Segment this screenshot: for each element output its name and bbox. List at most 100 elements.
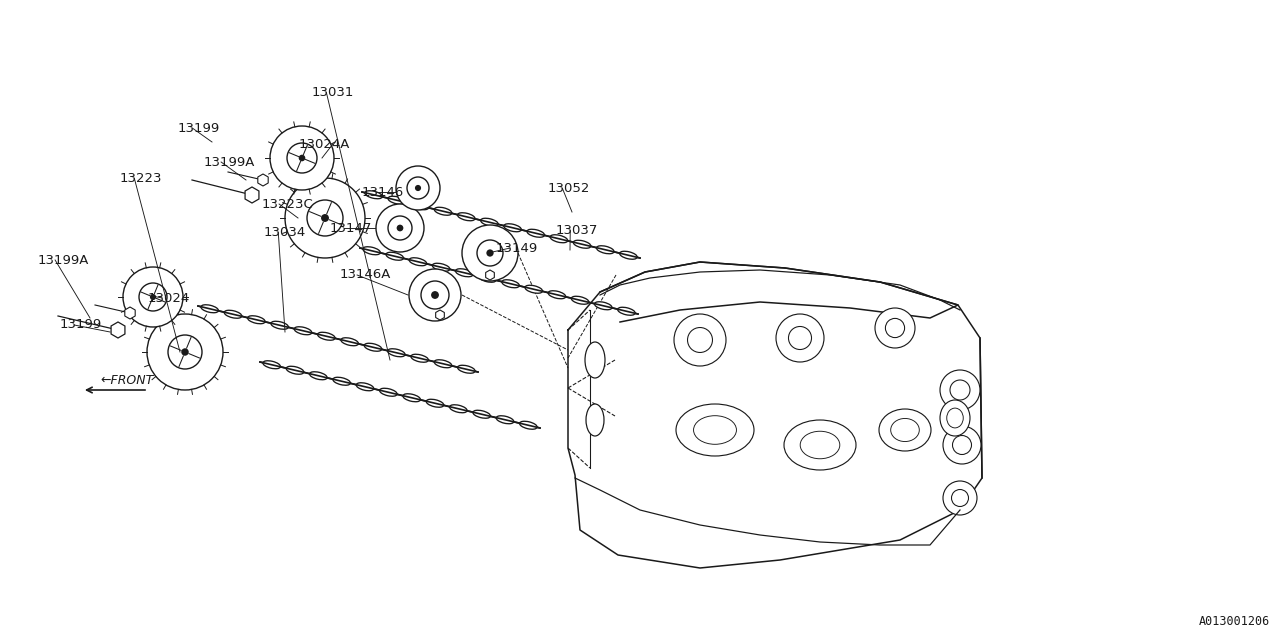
Ellipse shape [224, 310, 242, 318]
Ellipse shape [411, 202, 429, 210]
Ellipse shape [504, 224, 521, 232]
Circle shape [486, 250, 494, 257]
Ellipse shape [800, 431, 840, 459]
Circle shape [140, 283, 166, 311]
Ellipse shape [480, 218, 498, 226]
Circle shape [407, 177, 429, 199]
Circle shape [421, 281, 449, 309]
Ellipse shape [262, 361, 280, 369]
Text: 13223C: 13223C [262, 198, 314, 211]
Circle shape [396, 166, 440, 210]
Ellipse shape [388, 349, 406, 356]
Ellipse shape [502, 280, 520, 288]
Circle shape [287, 143, 317, 173]
Circle shape [776, 314, 824, 362]
Text: 13199: 13199 [60, 319, 102, 332]
Ellipse shape [527, 229, 544, 237]
Ellipse shape [426, 399, 444, 407]
Circle shape [376, 204, 424, 252]
Text: 13147: 13147 [330, 221, 372, 234]
Circle shape [388, 216, 412, 240]
Ellipse shape [520, 421, 538, 429]
Circle shape [788, 326, 812, 349]
Text: A013001206: A013001206 [1199, 615, 1270, 628]
Circle shape [415, 185, 421, 191]
Ellipse shape [596, 246, 614, 253]
Ellipse shape [947, 408, 964, 428]
Text: 13024: 13024 [148, 291, 191, 305]
Ellipse shape [388, 196, 406, 204]
Circle shape [410, 269, 461, 321]
Ellipse shape [940, 400, 970, 436]
Ellipse shape [340, 338, 358, 346]
Circle shape [675, 314, 726, 366]
Ellipse shape [411, 355, 429, 362]
Ellipse shape [676, 404, 754, 456]
Circle shape [150, 294, 156, 300]
Text: 13199: 13199 [178, 122, 220, 134]
Ellipse shape [365, 343, 381, 351]
Ellipse shape [387, 252, 403, 260]
Circle shape [687, 328, 713, 353]
Text: 13149: 13149 [497, 241, 539, 255]
Text: 13031: 13031 [312, 86, 355, 99]
Circle shape [951, 490, 969, 506]
Circle shape [462, 225, 518, 281]
Circle shape [876, 308, 915, 348]
Ellipse shape [457, 365, 475, 373]
Ellipse shape [456, 269, 474, 276]
Circle shape [307, 200, 343, 236]
Ellipse shape [310, 372, 328, 380]
Circle shape [431, 291, 439, 299]
Circle shape [182, 348, 188, 356]
Ellipse shape [891, 419, 919, 442]
Text: 13052: 13052 [548, 182, 590, 195]
Ellipse shape [403, 394, 420, 402]
Circle shape [940, 370, 980, 410]
Circle shape [270, 126, 334, 190]
Circle shape [886, 318, 905, 338]
Ellipse shape [472, 410, 490, 418]
Circle shape [168, 335, 202, 369]
Circle shape [943, 481, 977, 515]
Text: 13223: 13223 [120, 172, 163, 184]
Ellipse shape [783, 420, 856, 470]
Ellipse shape [333, 377, 351, 385]
Ellipse shape [247, 316, 265, 324]
Text: ←FRONT: ←FRONT [100, 374, 154, 387]
Ellipse shape [594, 302, 612, 310]
Ellipse shape [449, 404, 467, 413]
Ellipse shape [525, 285, 543, 293]
Ellipse shape [620, 252, 637, 259]
Text: 13034: 13034 [264, 225, 306, 239]
Ellipse shape [586, 404, 604, 436]
Ellipse shape [356, 383, 374, 391]
Ellipse shape [694, 416, 736, 444]
Circle shape [477, 240, 503, 266]
Text: 13146: 13146 [362, 186, 404, 198]
Ellipse shape [271, 321, 288, 329]
Circle shape [298, 155, 306, 161]
Ellipse shape [434, 207, 452, 215]
Ellipse shape [571, 296, 589, 304]
Ellipse shape [573, 240, 591, 248]
Ellipse shape [550, 235, 568, 243]
Ellipse shape [294, 327, 312, 335]
Ellipse shape [380, 388, 397, 396]
Circle shape [285, 178, 365, 258]
Circle shape [321, 214, 329, 222]
Ellipse shape [201, 305, 219, 313]
Ellipse shape [548, 291, 566, 299]
Text: 13024A: 13024A [298, 138, 349, 150]
Text: 13199A: 13199A [204, 156, 256, 168]
Ellipse shape [618, 307, 635, 316]
Ellipse shape [365, 191, 383, 199]
Ellipse shape [585, 342, 605, 378]
Ellipse shape [479, 275, 497, 282]
Circle shape [397, 225, 403, 231]
Ellipse shape [434, 360, 452, 368]
Circle shape [943, 426, 980, 464]
Ellipse shape [287, 366, 303, 374]
Text: 13037: 13037 [556, 223, 598, 237]
Circle shape [147, 314, 223, 390]
